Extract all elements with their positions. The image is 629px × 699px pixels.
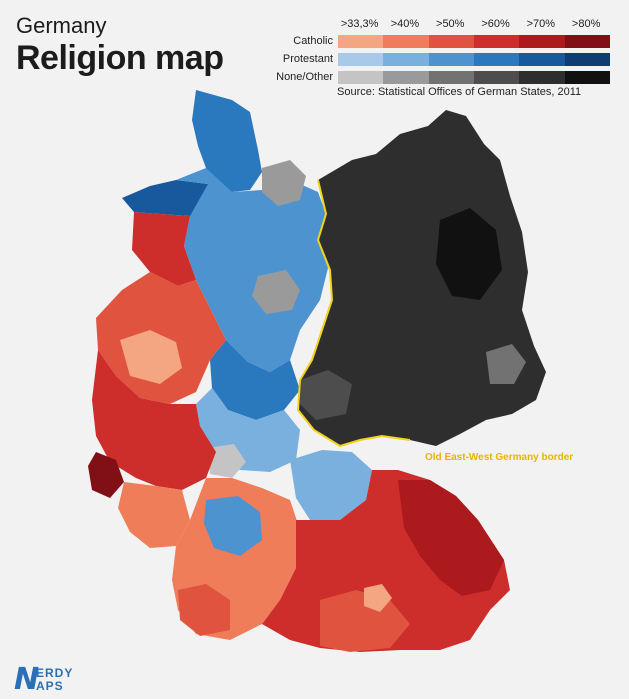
- legend-row-label: Protestant: [282, 53, 333, 65]
- region-saarland: [88, 452, 124, 498]
- legend-swatch: [519, 52, 565, 66]
- legend-swatches: [338, 34, 610, 48]
- legend-swatch: [473, 52, 520, 66]
- legend-swatch: [564, 70, 610, 84]
- legend-swatch: [519, 70, 565, 84]
- map-title: Religion map: [16, 39, 224, 77]
- legend-threshold: >80%: [571, 18, 601, 30]
- legend-threshold: >60%: [481, 18, 510, 30]
- region-east-germany: [298, 110, 546, 446]
- legend-row-catholic: Catholic: [275, 34, 610, 48]
- legend-threshold: >70%: [526, 18, 556, 30]
- region-protestant-deep: [210, 340, 300, 420]
- title-block: Germany Religion map: [16, 13, 224, 78]
- legend-swatch: [564, 34, 610, 48]
- region-schleswig-holstein: [192, 90, 262, 192]
- legend-threshold: >33,3%: [340, 18, 379, 30]
- region-north-coast: [122, 180, 212, 216]
- legend-swatch: [519, 34, 565, 48]
- region-rhineland: [92, 350, 216, 490]
- region-upper-bavaria: [320, 590, 410, 652]
- legend-row-none-other: None/Other: [275, 70, 610, 84]
- legend-threshold: >40%: [390, 18, 420, 30]
- legend-swatch: [383, 34, 429, 48]
- legend-swatch: [383, 70, 429, 84]
- region-munich: [364, 584, 392, 612]
- legend-swatch: [338, 70, 384, 84]
- legend-thresholds: >33,3% >40% >50% >60% >70% >80%: [337, 18, 609, 30]
- legend-swatch: [338, 52, 384, 66]
- source-note: Source: Statistical Offices of German St…: [337, 86, 582, 98]
- legend-swatch: [338, 34, 384, 48]
- region-franconia: [290, 450, 372, 520]
- region-north-gray: [262, 160, 306, 206]
- map-subtitle: Germany: [16, 13, 107, 38]
- logo-line-2: APS: [36, 679, 64, 693]
- legend-swatches: [338, 52, 610, 66]
- region-saxony-gray: [300, 370, 352, 420]
- legend-row-protestant: Protestant: [275, 52, 610, 66]
- legend-swatch: [428, 34, 474, 48]
- region-palatinate: [118, 482, 190, 548]
- legend-swatch: [428, 52, 474, 66]
- legend-row-label: Catholic: [293, 35, 333, 47]
- legend-swatch: [473, 70, 520, 84]
- region-east-deep: [436, 208, 502, 300]
- region-bw-protestant: [204, 496, 262, 556]
- border-label: Old East-West Germany border: [425, 452, 574, 463]
- region-lusatia-gray: [486, 344, 526, 384]
- old-east-west-border: [296, 179, 411, 448]
- region-emsland: [132, 212, 196, 286]
- legend-swatch: [564, 52, 610, 66]
- logo-line-1: ERDY: [36, 666, 74, 680]
- legend-swatches: [338, 70, 610, 84]
- region-central-gray: [252, 270, 300, 314]
- region-lower-bavaria: [398, 480, 504, 596]
- legend-row-label: None/Other: [276, 71, 333, 83]
- region-hesse-gray: [208, 444, 246, 478]
- nerdy-maps-logo: N ERDY APS: [14, 662, 74, 697]
- region-nrw-light: [120, 330, 182, 384]
- legend-swatch: [428, 70, 474, 84]
- legend-swatch: [473, 34, 520, 48]
- legend-threshold: >50%: [436, 18, 465, 30]
- region-lower-saxony: [176, 168, 328, 372]
- legend-swatch: [383, 52, 429, 66]
- region-black-forest: [178, 584, 230, 636]
